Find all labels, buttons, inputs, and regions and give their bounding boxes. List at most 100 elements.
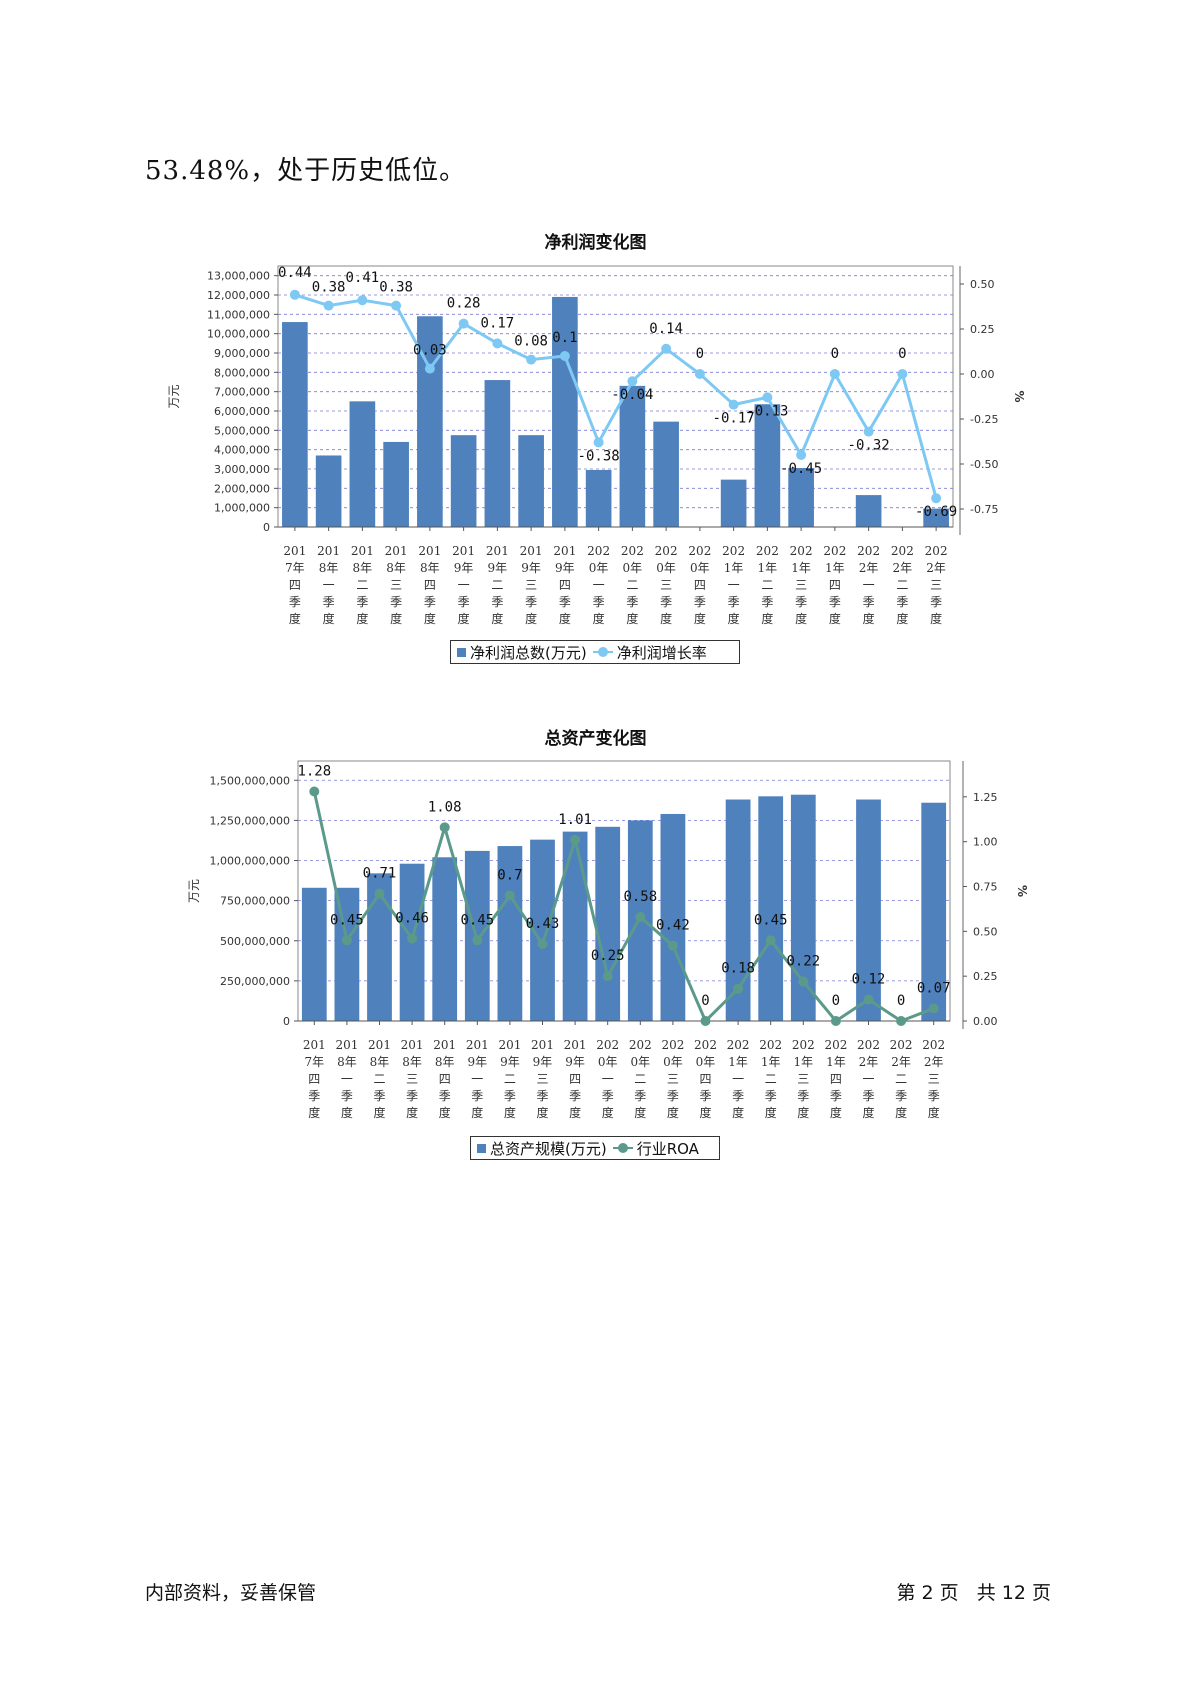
- x-tick-label: 度: [602, 1105, 614, 1120]
- data-label: 0: [897, 993, 905, 1009]
- x-tick-label: 度: [593, 611, 605, 626]
- x-tick-label: 201: [317, 544, 340, 558]
- line-point: [931, 493, 942, 504]
- x-tick-label: 201: [498, 1038, 521, 1052]
- line-point: [537, 938, 548, 949]
- x-tick-label: 季: [323, 595, 335, 609]
- series-line: [312, 791, 935, 1024]
- x-tick-label: 202: [759, 1038, 782, 1052]
- x-tick-label: 8年: [435, 1055, 455, 1069]
- y-tick-label: 8,000,000: [214, 366, 270, 379]
- x-tick-label: 度: [795, 611, 807, 626]
- footer-page-number: 第 2 页 共 12 页: [896, 1582, 1051, 1604]
- x-tick-label: 季: [765, 1089, 777, 1103]
- x-tick-label: 季: [830, 1089, 842, 1103]
- x-tick-label: 201: [351, 544, 374, 558]
- legend-swatch-line: [592, 647, 613, 657]
- legend-swatch-bar: [477, 1143, 486, 1153]
- line-point: [391, 300, 402, 311]
- y-tick-label: 9,000,000: [214, 347, 270, 360]
- x-tick-label: 0年: [663, 1055, 683, 1069]
- y-tick-label: 5,000,000: [214, 424, 270, 437]
- x-tick-label: 季: [895, 1089, 907, 1103]
- line-point: [796, 450, 807, 460]
- x-tick-label: 二: [373, 1072, 385, 1086]
- x-tick-label: 四: [559, 578, 571, 592]
- line-point: [896, 1016, 907, 1026]
- x-tick-label: 四: [694, 578, 706, 592]
- x-tick-label: 2年: [891, 1055, 911, 1069]
- data-label: 0.1: [552, 330, 577, 346]
- x-tick-label: 度: [634, 1105, 646, 1120]
- line-point: [863, 426, 874, 437]
- y-tick-label: 10,000,000: [207, 328, 270, 341]
- bar: [562, 831, 588, 1021]
- bar: [585, 469, 612, 527]
- x-tick-label: 202: [792, 1038, 815, 1052]
- line-point: [700, 1016, 711, 1026]
- y-tick-label: 6,000,000: [214, 405, 270, 418]
- x-tick-label: 9年: [454, 561, 474, 575]
- x-tick-label: 1年: [791, 561, 811, 575]
- x-tick-label: 季: [308, 1089, 320, 1103]
- x-tick-label: 7年: [304, 1055, 324, 1069]
- x-tick-label: 度: [928, 1105, 940, 1120]
- x-tick-label: 度: [830, 1105, 842, 1120]
- x-tick-label: 一: [728, 578, 740, 592]
- x-tick-label: 9年: [488, 561, 508, 575]
- x-tick-label: 度: [308, 1105, 320, 1120]
- x-tick-label: 度: [765, 1105, 777, 1120]
- data-label: 0: [696, 346, 704, 362]
- x-tick-label: 度: [797, 1105, 809, 1120]
- x-tick-label: 0年: [589, 561, 609, 575]
- bar: [758, 796, 784, 1021]
- x-tick-label: 202: [694, 1038, 717, 1052]
- y-tick-label: 12,000,000: [207, 289, 270, 302]
- x-tick-label: 三: [390, 578, 402, 592]
- data-label: 0.41: [346, 270, 380, 286]
- x-tick-label: 202: [857, 1038, 880, 1052]
- x-tick-label: 四: [569, 1072, 581, 1086]
- x-tick-label: 季: [593, 595, 605, 609]
- x-tick-label: 201: [433, 1038, 456, 1052]
- x-tick-label: 四: [699, 1072, 711, 1086]
- line-point: [570, 834, 581, 845]
- x-tick-label: 201: [303, 1038, 326, 1052]
- data-label: 0.45: [460, 912, 494, 928]
- x-tick-label: 度: [896, 611, 908, 626]
- data-label: 0.38: [312, 280, 346, 296]
- data-label: 0.38: [379, 280, 413, 296]
- data-label: -0.69: [915, 504, 957, 520]
- y2-tick-label: 0.00: [973, 1015, 998, 1028]
- data-label: 0.18: [721, 961, 755, 977]
- line-point: [504, 890, 515, 901]
- series-line: [294, 293, 938, 499]
- y-tick-label: 2,000,000: [214, 482, 270, 495]
- bar: [282, 322, 308, 527]
- line-point: [728, 399, 739, 410]
- bar: [790, 794, 816, 1021]
- x-tick-label: 201: [466, 1038, 489, 1052]
- x-tick-label: 季: [424, 595, 436, 609]
- x-tick-label: 三: [797, 1072, 809, 1086]
- x-tick-label: 三: [406, 1072, 418, 1086]
- x-tick-label: 季: [699, 1089, 711, 1103]
- bar: [921, 802, 947, 1021]
- x-tick-label: 度: [289, 611, 301, 626]
- data-label: 0.44: [278, 265, 312, 281]
- x-tick-label: 季: [667, 1089, 679, 1103]
- x-tick-label: 202: [922, 1038, 945, 1052]
- x-tick-label: 202: [661, 1038, 684, 1052]
- x-tick-label: 1年: [758, 561, 778, 575]
- line-point: [897, 369, 908, 379]
- x-tick-label: 0年: [598, 1055, 618, 1069]
- y2-tick-label: 0.50: [973, 925, 998, 938]
- bar: [450, 435, 477, 527]
- bar: [720, 479, 747, 527]
- x-tick-label: 四: [424, 578, 436, 592]
- bar: [334, 887, 360, 1021]
- legend-swatch-bar: [457, 647, 466, 657]
- data-label: 0: [898, 346, 906, 362]
- x-tick-label: 2年: [859, 561, 879, 575]
- x-tick-label: 二: [634, 1072, 646, 1086]
